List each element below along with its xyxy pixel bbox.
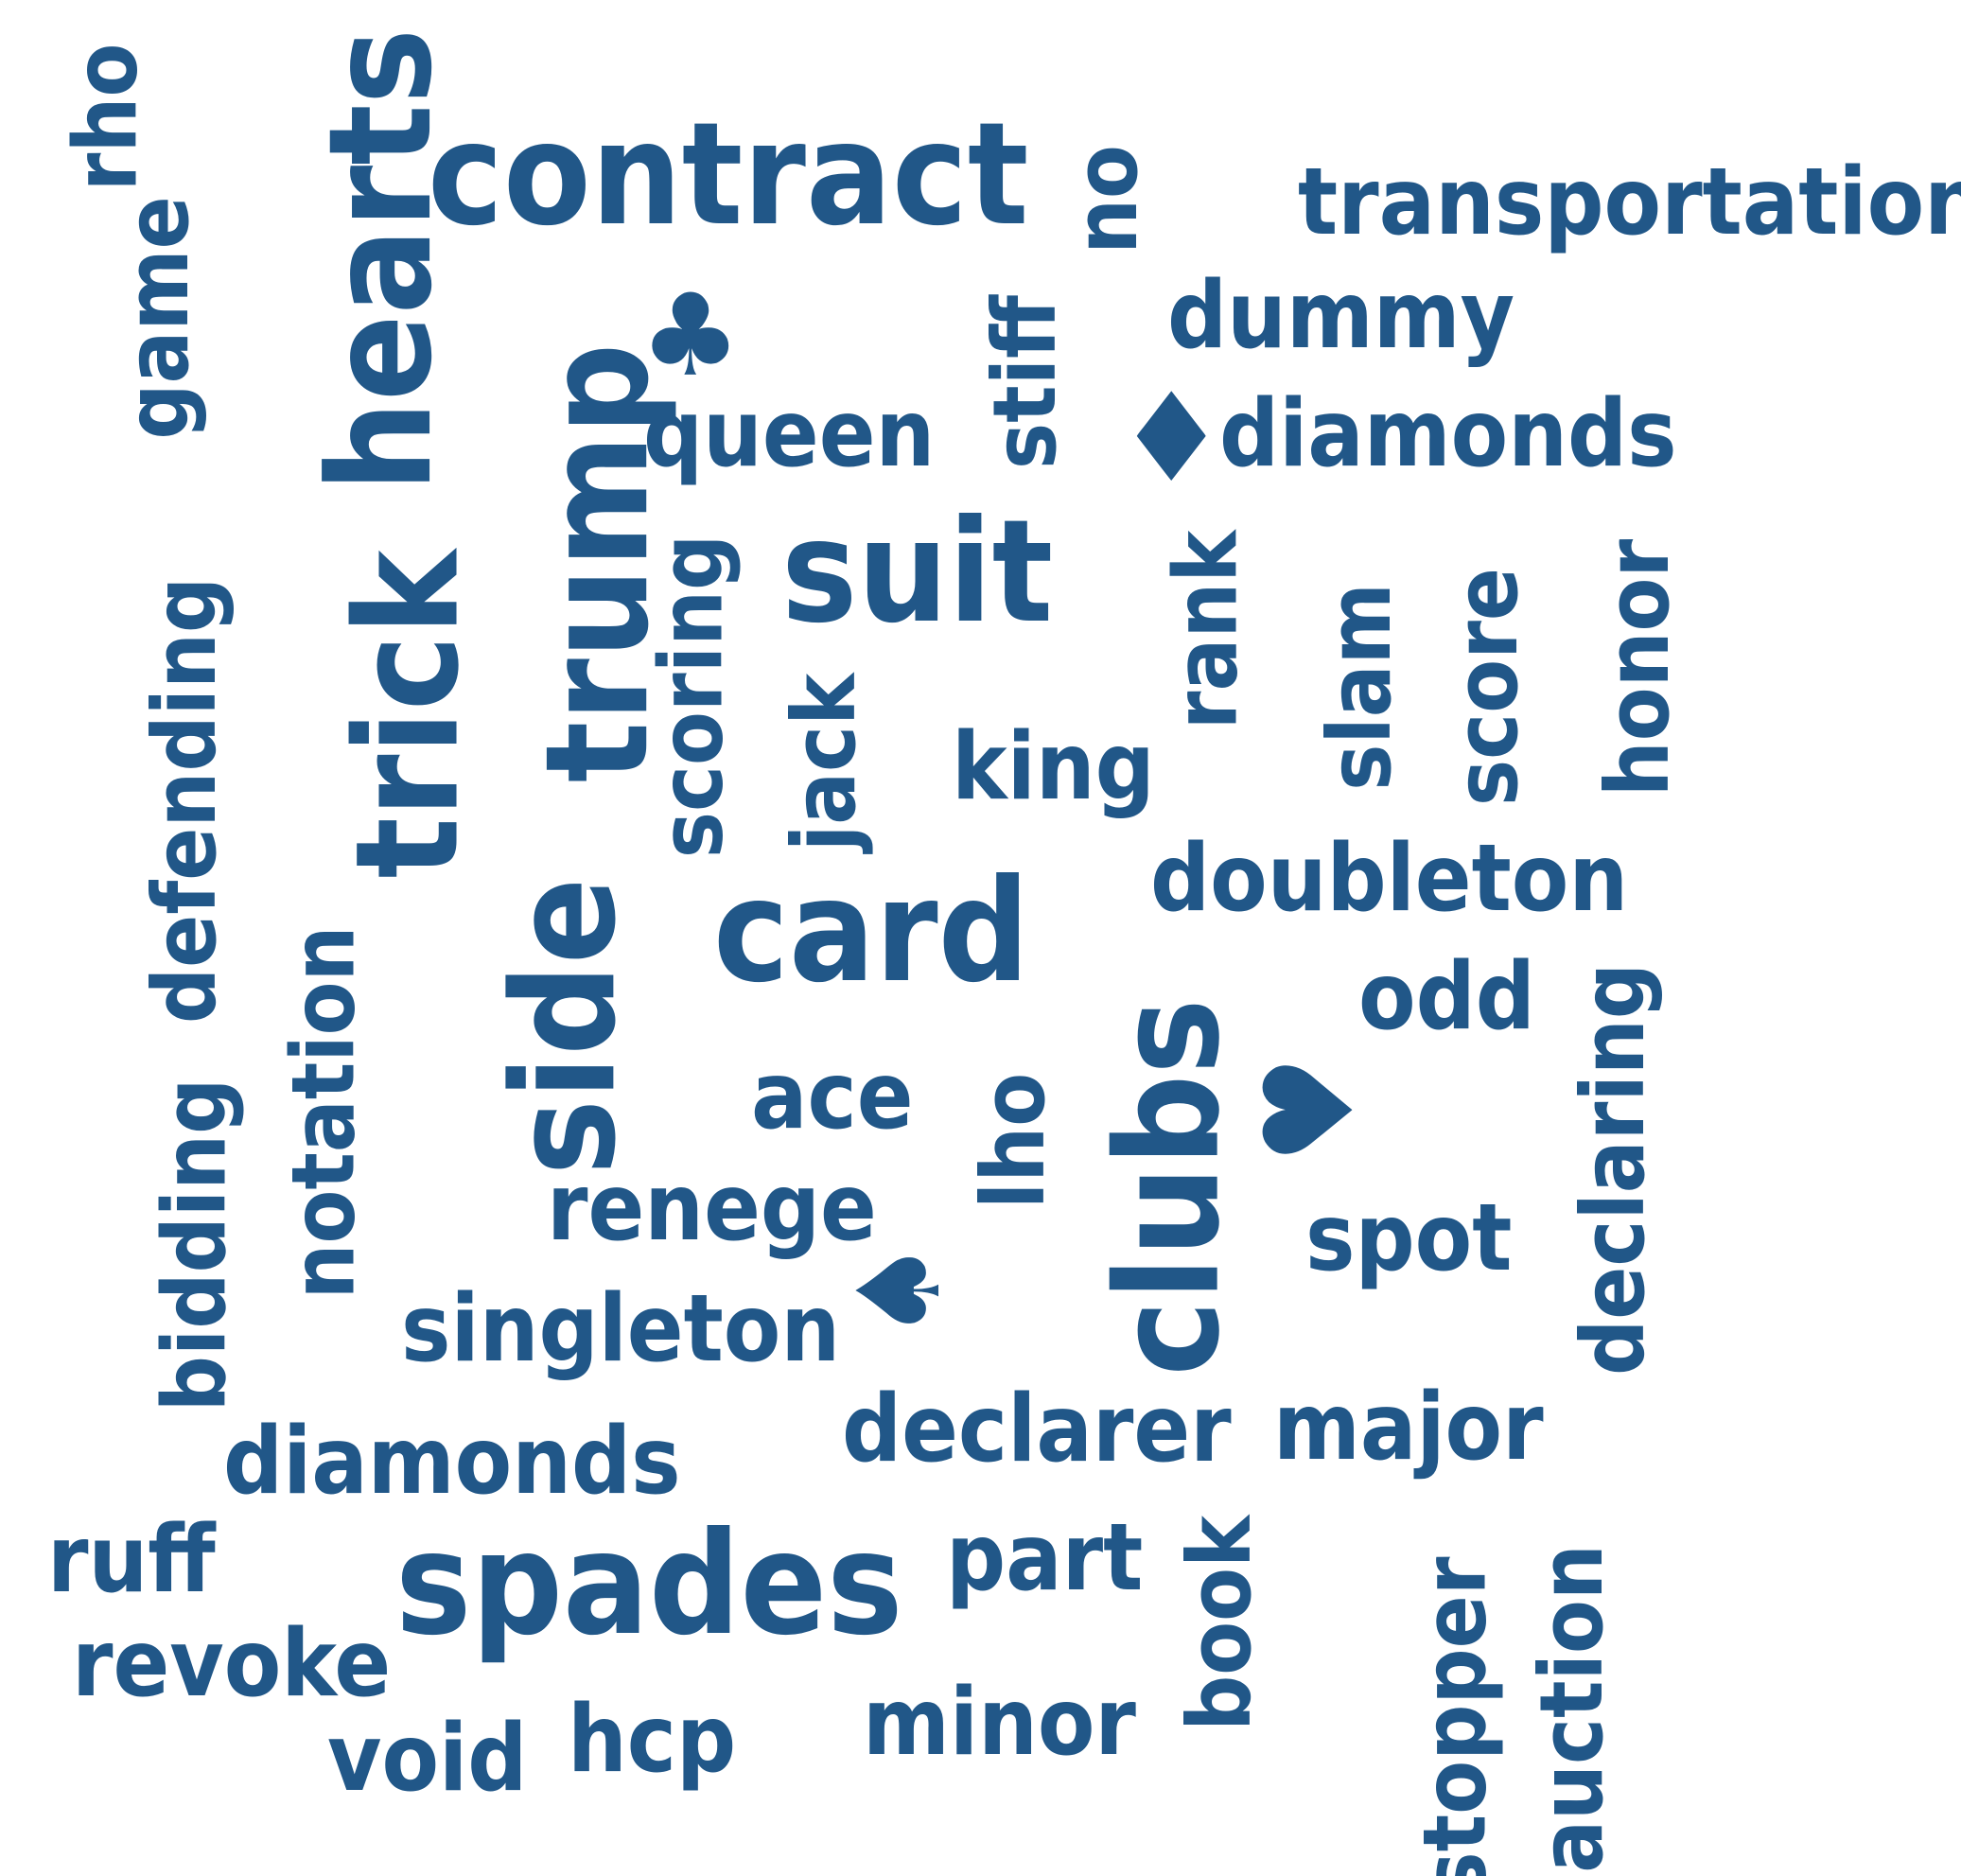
word-rank: rank bbox=[1155, 530, 1257, 730]
word-defending: defending bbox=[134, 576, 236, 1025]
word-no: no bbox=[1055, 145, 1157, 254]
word-declarer: declarer bbox=[842, 1376, 1232, 1483]
word-honor: honor bbox=[1587, 538, 1690, 798]
word-singleton: singleton bbox=[401, 1275, 841, 1383]
word-diamonds: diamonds bbox=[1219, 380, 1677, 488]
word-hcp: hcp bbox=[568, 1686, 737, 1794]
word-spot: spot bbox=[1305, 1184, 1513, 1292]
word-major: major bbox=[1273, 1374, 1544, 1482]
word-odd: odd bbox=[1358, 943, 1535, 1051]
word-scoring: scoring bbox=[640, 534, 743, 859]
word-bidding: bidding bbox=[144, 1078, 246, 1412]
word-score: score bbox=[1436, 567, 1538, 807]
word-declaring: declaring bbox=[1563, 962, 1665, 1376]
spade-icon: ♠ bbox=[833, 1239, 966, 1341]
diamond-icon: ♦ bbox=[1116, 366, 1227, 510]
word-spades: spades bbox=[395, 1502, 903, 1667]
word-stopper: stopper bbox=[1404, 1556, 1506, 1876]
word-dummy: dummy bbox=[1167, 262, 1515, 370]
word-transportation: transportation bbox=[1298, 149, 1961, 256]
word-game: game bbox=[106, 196, 208, 440]
word-stiff: stiff bbox=[974, 294, 1077, 470]
word-contract: contract bbox=[428, 93, 1029, 257]
word-clubs: clubs bbox=[1086, 998, 1252, 1376]
word-rho: rho bbox=[55, 43, 157, 192]
word-auction: auction bbox=[1520, 1544, 1622, 1873]
word-revoke: revoke bbox=[72, 1610, 392, 1718]
word-hearts: hearts bbox=[299, 27, 464, 493]
heart-icon: ♥ bbox=[1237, 1054, 1382, 1166]
word-lho: lho bbox=[963, 1072, 1065, 1210]
word-diamonds-2: diamonds bbox=[223, 1408, 681, 1516]
word-side: side bbox=[482, 877, 648, 1176]
word-book: book bbox=[1169, 1515, 1271, 1732]
word-part: part bbox=[946, 1504, 1144, 1612]
word-minor: minor bbox=[863, 1669, 1136, 1777]
word-queen: queen bbox=[643, 380, 936, 488]
word-slam: slam bbox=[1308, 583, 1410, 791]
word-suit: suit bbox=[781, 490, 1054, 655]
word-jack: jack bbox=[774, 673, 876, 852]
word-trick: trick bbox=[325, 550, 491, 879]
word-doubleton: doubleton bbox=[1150, 825, 1629, 933]
word-ace: ace bbox=[751, 1043, 914, 1150]
word-ruff: ruff bbox=[47, 1506, 216, 1614]
word-void: void bbox=[327, 1705, 528, 1813]
word-card: card bbox=[713, 850, 1030, 1014]
word-renege: renege bbox=[547, 1154, 877, 1262]
word-notation: notation bbox=[272, 925, 375, 1300]
word-king: king bbox=[952, 713, 1155, 821]
club-icon: ♣ bbox=[639, 271, 742, 402]
